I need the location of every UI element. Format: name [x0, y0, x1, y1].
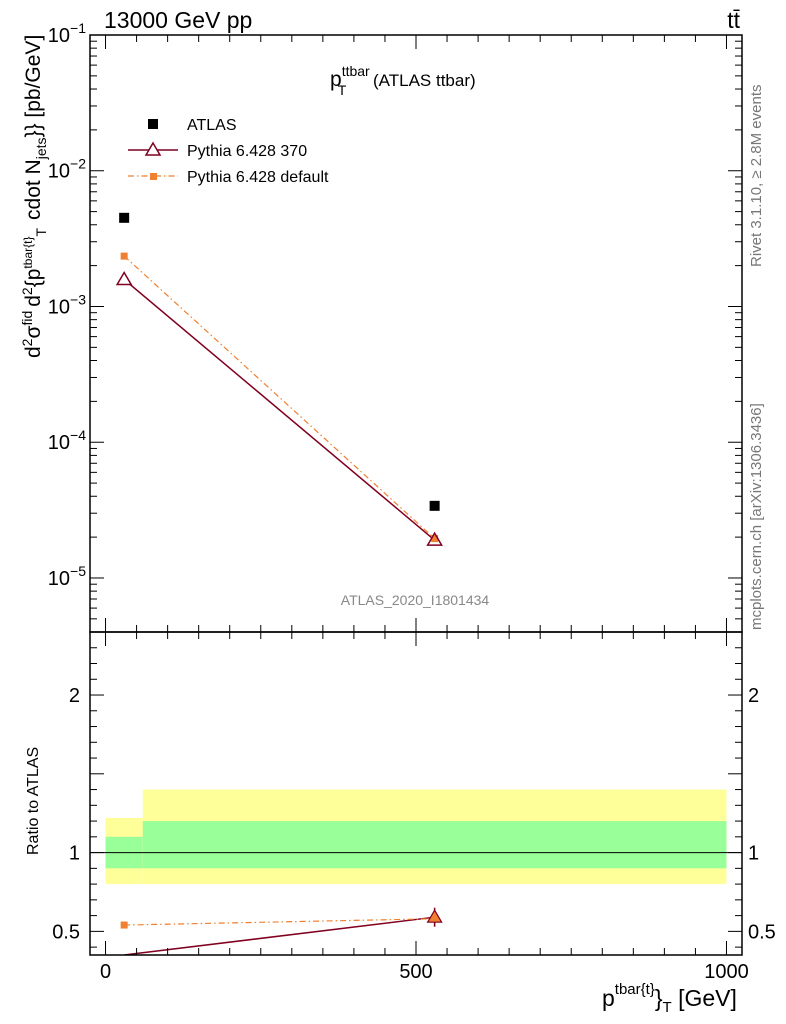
analysis-watermark: ATLAS_2020_I1801434 — [341, 592, 490, 608]
ratio-ytick-label-left-0: 0.5 — [52, 921, 80, 943]
legend-pythia-370-marker — [144, 141, 162, 156]
ratio-clipped-group — [120, 907, 443, 955]
legend-item-pythia-default: Pythia 6.428 default — [128, 169, 329, 186]
atlas-point-1 — [429, 500, 440, 511]
rivet-label: Rivet 3.1.10, ≥ 2.8M events — [748, 85, 765, 268]
legend-pythia-default-marker — [150, 173, 157, 180]
main-ytick-base: 10 — [48, 25, 70, 47]
main-ytick-base: 10 — [48, 296, 70, 318]
header-right: tt̄ — [727, 7, 740, 33]
legend: ATLAS Pythia 6.428 370 Pythia 6.428 defa… — [128, 117, 329, 186]
band-inner-1 — [142, 821, 727, 869]
ratio-xtick-label-0: 0 — [100, 961, 111, 983]
legend-pythia-370-label: Pythia 6.428 370 — [187, 143, 307, 160]
ratio-ytick-label-right-1: 1 — [748, 843, 759, 865]
ratio-pythia-370-line — [124, 916, 435, 955]
plot-title: pttbar T (ATLAS ttbar) — [330, 63, 476, 98]
ratio-pythia-370-point-1 — [426, 908, 443, 923]
legend-item-pythia-370: Pythia 6.428 370 — [128, 141, 307, 160]
ratio-uncertainty-bands — [90, 789, 742, 885]
main-ytick-exp: −3 — [70, 291, 86, 307]
ratio-ytick-label-right-2: 2 — [748, 685, 759, 707]
main-ytick-label-4: 10−1 — [48, 20, 86, 47]
main-y-axis-label: d2σfidd2{ptbar{t}Tcdot Njets}} [pb/GeV] — [19, 35, 49, 358]
legend-atlas-label: ATLAS — [187, 117, 237, 134]
legend-pythia-default-label: Pythia 6.428 default — [187, 169, 329, 186]
ratio-ytick-label-right-0: 0.5 — [748, 921, 776, 943]
main-ytick-base: 10 — [48, 432, 70, 454]
main-ytick-exp: −5 — [70, 563, 86, 579]
x-axis-label: ptbar{t}}T [GeV] — [602, 981, 737, 1016]
pythia-370-point-1 — [426, 531, 443, 546]
main-ytick-exp: −1 — [70, 20, 86, 36]
main-series-layer — [115, 212, 443, 546]
main-ytick-label-1: 10−4 — [48, 427, 86, 454]
atlas-point-0 — [119, 212, 130, 223]
ratio-ytick-label-left-1: 1 — [69, 843, 80, 865]
ratio-pythia-default-line — [124, 918, 435, 926]
main-ytick-exp: −4 — [70, 427, 86, 443]
legend-atlas-marker — [148, 119, 158, 129]
main-ytick-label-3: 10−2 — [48, 156, 86, 183]
mcplots-label: mcplots.cern.ch [arXiv:1306.3436] — [748, 403, 765, 630]
ratio-xtick-label-1: 500 — [399, 961, 432, 983]
header-left: 13000 GeV pp — [104, 7, 252, 33]
pythia-370-point-0 — [115, 271, 133, 286]
main-ytick-exp: −2 — [70, 156, 86, 172]
ratio-series-layer — [120, 907, 443, 955]
main-ytick-label-2: 10−3 — [48, 291, 86, 318]
main-ytick-base: 10 — [48, 568, 70, 590]
pythia-default-line — [123, 255, 436, 540]
ratio-xtick-label-2: 1000 — [704, 961, 749, 983]
pythia-370-line — [123, 278, 436, 541]
pythia-default-point-0 — [120, 252, 128, 260]
ratio-y-axis-label: Ratio to ATLAS — [25, 747, 42, 855]
legend-item-atlas: ATLAS — [148, 117, 237, 134]
pythia-default-point-1 — [431, 535, 439, 543]
ratio-pythia-default-point-0 — [120, 921, 128, 929]
ratio-ytick-label-left-2: 2 — [69, 685, 80, 707]
main-ytick-base: 10 — [48, 161, 70, 183]
main-ytick-label-0: 10−5 — [48, 563, 86, 590]
